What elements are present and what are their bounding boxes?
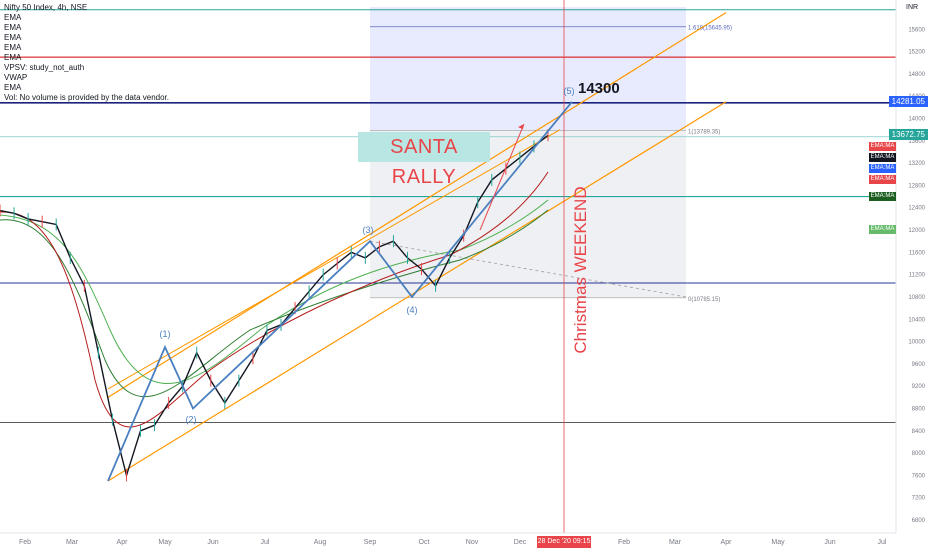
x-tick-label: Mar (669, 539, 682, 546)
legend-volume-note: Vol: No volume is provided by the data v… (4, 93, 169, 102)
y-tick-label: 15200 (908, 50, 925, 56)
x-tick-label: Feb (618, 539, 630, 546)
y-tick-label: 8800 (912, 406, 926, 412)
y-tick-label: 6800 (912, 518, 926, 524)
legend-indicator[interactable]: VWAP (4, 73, 28, 82)
y-tick-label: 13600 (908, 139, 925, 145)
y-tick-label: 11600 (909, 250, 926, 256)
fib-label-0: 0(10785.15) (688, 297, 720, 303)
legend-indicator[interactable]: EMA (4, 83, 22, 92)
santa-rally-label: SANTA RALLY (358, 132, 490, 188)
x-tick-label: Oct (419, 539, 430, 546)
y-tick-label: 8400 (912, 429, 926, 435)
legend-indicator[interactable]: EMA (4, 13, 22, 22)
y-tick-label: 15600 (908, 27, 925, 33)
ema-50 (0, 171, 549, 428)
legend: Nifty 50 Index, 4h, NSE EMA EMA EMA EMA … (4, 3, 169, 103)
ema-badge: EMA:MA (869, 175, 896, 184)
y-tick-label: 7600 (912, 473, 926, 479)
y-tick-label: 8000 (912, 451, 926, 457)
y-tick-label: 10400 (908, 317, 925, 323)
y-tick-label: 12400 (908, 206, 925, 212)
fib-label-1618: 1.618(15645.95) (688, 26, 732, 32)
x-tick-label: Jun (824, 539, 835, 546)
x-tick-label: Aug (314, 539, 327, 546)
y-tick-label: 7200 (912, 496, 926, 502)
x-tick-label: May (771, 539, 785, 546)
wave-label: (1) (160, 329, 171, 339)
legend-indicator[interactable]: VPSV: study_not_auth (4, 63, 85, 72)
x-tick-label: Apr (721, 539, 733, 546)
wave-label: (2) (186, 414, 197, 424)
target-label: 14300 (578, 80, 620, 97)
christmas-text: Christmas WEEKEND (571, 186, 590, 354)
wave-label: (3) (363, 225, 374, 235)
y-tick-label: 12800 (908, 183, 925, 189)
wave-label: (5) (564, 86, 575, 96)
y-tick-label: 14000 (908, 117, 925, 123)
x-tick-label: Dec (514, 539, 527, 546)
ema-badge: EMA:MA (869, 225, 896, 234)
date-marker: 28 Dec '20 09:15 (537, 536, 591, 548)
ema-badge: EMA:MA (869, 142, 896, 151)
x-tick-label: Apr (117, 539, 129, 546)
x-tick-label: Mar (66, 539, 79, 546)
legend-indicator[interactable]: EMA (4, 53, 22, 62)
x-tick-label: Feb (19, 539, 31, 546)
fib-zone-upper (370, 7, 686, 131)
x-tick-label: May (158, 539, 172, 546)
legend-indicator[interactable]: EMA (4, 43, 22, 52)
channel-upper (107, 12, 727, 398)
y-tick-label: 10000 (908, 340, 925, 346)
fib-label-1: 1(13789.35) (688, 129, 720, 135)
legend-title: Nifty 50 Index, 4h, NSE (4, 3, 88, 12)
legend-indicator[interactable]: EMA (4, 23, 22, 32)
ema-200 (0, 209, 549, 398)
y-tick-label: 12000 (908, 228, 925, 234)
y-tick-label: 13200 (908, 161, 925, 167)
price-tag-top: 14281.05 (888, 96, 928, 107)
ema-slow (0, 199, 549, 385)
x-tick-label: Jul (878, 539, 887, 546)
price-line (0, 134, 549, 478)
y-tick-label: 11200 (909, 273, 926, 279)
y-tick-label: 9200 (912, 384, 926, 390)
currency-label: INR (906, 4, 919, 11)
arrow-head (518, 124, 524, 130)
y-tick-label: 14800 (908, 72, 925, 78)
channel-mid (107, 129, 561, 390)
elliott-wave (107, 101, 573, 482)
x-tick-label: Sep (364, 539, 377, 546)
y-tick-label: 9600 (912, 362, 926, 368)
ema-badge: EMA:MA (869, 153, 896, 162)
x-tick-label: Jun (207, 539, 218, 546)
price-tag-last: 13672.75 (888, 129, 928, 140)
x-tick-label: Nov (466, 539, 479, 546)
arrow-shaft (479, 123, 525, 231)
ema-badge: EMA:MA (869, 164, 896, 173)
x-tick-label: Jul (261, 539, 270, 546)
y-tick-label: 10800 (908, 295, 925, 301)
wave-label: (4) (407, 305, 418, 315)
legend-indicator[interactable]: EMA (4, 33, 22, 42)
ema-badge: EMA:MA (869, 192, 896, 201)
